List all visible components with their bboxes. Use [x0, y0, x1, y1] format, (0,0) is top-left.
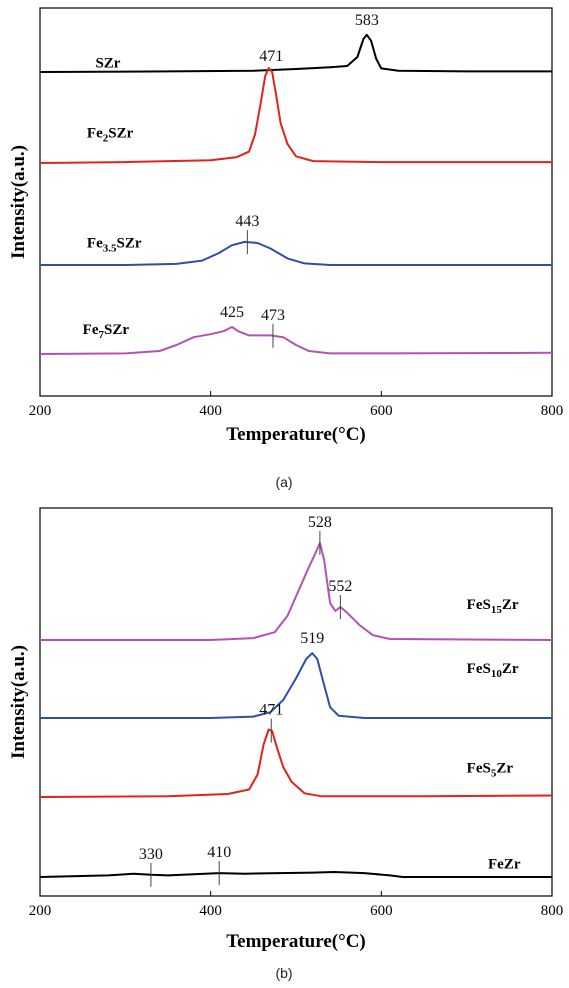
peak-label: 471	[259, 48, 283, 65]
series-line	[40, 240, 552, 266]
x-tick-label: 800	[541, 903, 564, 919]
series-line	[40, 652, 552, 719]
series-line	[40, 542, 553, 641]
x-tick-label: 600	[370, 903, 393, 919]
x-tick-label: 400	[199, 403, 222, 419]
peak-label: 443	[235, 213, 259, 230]
panel-b-xticks: 200 400 600 800	[29, 891, 564, 919]
peak-label: 473	[261, 307, 285, 324]
x-tick-label: 200	[29, 403, 52, 419]
panel-a: Intensity(a.u.) Temperature(°C) (a) 200 4…	[8, 7, 564, 490]
series-line	[39, 326, 553, 355]
series-label: Fe2SZr	[87, 125, 134, 144]
panel-a-lines: 583 SZr 471 Fe2SZr 443 Fe3.5SZr 425 473 Fe7SZr	[39, 12, 553, 355]
panel-b: Intensity(a.u.) Temperature(°C) (b) 200 4…	[8, 507, 564, 981]
panel-a-label: (a)	[275, 474, 292, 490]
panel-b-ylabel: Intensity(a.u.)	[8, 645, 29, 759]
peak-label: 471	[259, 702, 283, 719]
peak-label: 552	[328, 578, 352, 595]
series-label: FeS15Zr	[467, 597, 519, 616]
peak-label: 583	[355, 12, 379, 29]
peak-label: 528	[308, 514, 332, 531]
panel-b-xlabel: Temperature(°C)	[226, 931, 366, 952]
x-tick-label: 800	[541, 403, 564, 419]
series-label: FeZr	[488, 856, 521, 872]
peak-label: 410	[207, 844, 231, 861]
series-label: FeS10Zr	[467, 661, 519, 680]
panel-a-xlabel: Temperature(°C)	[226, 424, 366, 445]
panel-b-lines: 528 552 FeS15Zr 519 FeS10Zr 471 FeS5Zr 330 410 Fe…	[39, 514, 553, 887]
panel-a-ylabel: Intensity(a.u.)	[8, 145, 29, 259]
panel-a-xticks: 200 400 600 800	[29, 391, 564, 419]
series-label: SZr	[95, 56, 120, 72]
series-label: Fe3.5SZr	[87, 236, 142, 255]
panel-a-frame	[39, 7, 553, 397]
x-tick-label: 200	[29, 903, 52, 919]
series-line	[39, 871, 552, 878]
peak-label: 330	[139, 846, 163, 863]
series-line	[39, 728, 553, 798]
peak-label: 519	[300, 630, 324, 647]
series-label: Fe7SZr	[83, 322, 130, 341]
peak-label: 425	[220, 304, 244, 321]
x-tick-label: 400	[199, 903, 222, 919]
series-line	[39, 67, 552, 164]
x-tick-label: 600	[370, 403, 393, 419]
series-label: FeS5Zr	[467, 761, 514, 780]
panel-b-label: (b)	[275, 965, 292, 981]
panel-b-frame	[39, 507, 553, 897]
